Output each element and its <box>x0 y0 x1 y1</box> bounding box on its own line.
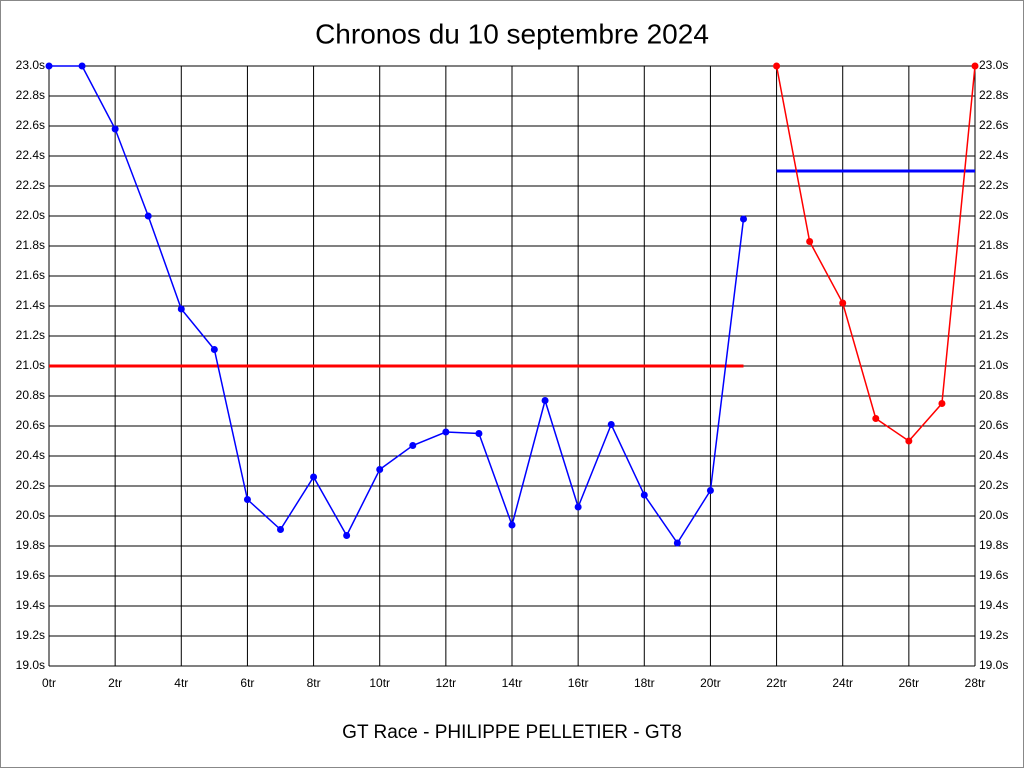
data-point <box>773 62 781 70</box>
y-tick-label: 19.6s <box>16 568 45 582</box>
x-tick-label: 20tr <box>700 676 721 690</box>
y-tick-label: 21.8s <box>16 238 45 252</box>
y-tick-label: 22.0s <box>16 208 45 222</box>
data-point <box>971 62 979 70</box>
x-tick-label: 4tr <box>174 676 188 690</box>
y2-tick-label: 19.8s <box>979 538 1008 552</box>
y2-tick-label: 20.6s <box>979 418 1008 432</box>
data-point <box>839 299 847 307</box>
x-tick-label: 0tr <box>42 676 56 690</box>
data-point <box>111 125 119 133</box>
data-point <box>376 466 384 473</box>
y2-tick-label: 22.0s <box>979 208 1008 222</box>
y2-tick-label: 19.4s <box>979 598 1008 612</box>
data-point <box>508 521 516 529</box>
y-tick-label: 23.0s <box>16 58 45 72</box>
y-tick-label: 22.2s <box>16 178 45 192</box>
data-point <box>541 397 549 404</box>
y-tick-label: 22.8s <box>16 88 45 102</box>
data-point <box>706 487 714 494</box>
x-tick-label: 6tr <box>240 676 254 690</box>
x-tick-label: 18tr <box>634 676 655 690</box>
y2-tick-label: 22.8s <box>979 88 1008 102</box>
y2-tick-label: 21.0s <box>979 358 1008 372</box>
data-point <box>144 212 152 220</box>
y-tick-label: 20.2s <box>16 478 45 492</box>
x-tick-label: 16tr <box>568 676 589 690</box>
y-tick-label: 19.2s <box>16 628 45 642</box>
x-tick-label: 22tr <box>766 676 787 690</box>
y-tick-label: 22.6s <box>16 118 45 132</box>
data-point <box>243 496 251 503</box>
data-point <box>806 238 814 245</box>
chart-title: Chronos du 10 septembre 2024 <box>315 18 709 49</box>
data-point <box>343 532 351 539</box>
x-tick-label: 26tr <box>899 676 920 690</box>
x-tick-label: 28tr <box>965 676 986 690</box>
y2-tick-label: 19.0s <box>979 658 1008 672</box>
y-tick-label: 19.8s <box>16 538 45 552</box>
x-tick-label: 10tr <box>369 676 390 690</box>
y2-tick-label: 20.0s <box>979 508 1008 522</box>
y-tick-label: 21.4s <box>16 298 45 312</box>
y-tick-label: 20.0s <box>16 508 45 522</box>
y-tick-label: 19.0s <box>16 658 45 672</box>
y-tick-label: 21.2s <box>16 328 45 342</box>
y2-tick-label: 21.8s <box>979 238 1008 252</box>
y-tick-label: 19.4s <box>16 598 45 612</box>
y-tick-label: 20.4s <box>16 448 45 462</box>
y-tick-label: 22.4s <box>16 148 45 162</box>
y2-tick-label: 19.2s <box>979 628 1008 642</box>
x-tick-label: 2tr <box>108 676 122 690</box>
x-tick-label: 24tr <box>832 676 853 690</box>
data-point <box>277 526 284 533</box>
x-tick-label: 8tr <box>307 676 321 690</box>
chart-subtitle: GT Race - PHILIPPE PELLETIER - GT8 <box>342 722 682 743</box>
data-point <box>177 305 185 313</box>
data-point <box>78 62 86 70</box>
data-point <box>475 430 483 437</box>
x-tick-label: 12tr <box>436 676 457 690</box>
data-point <box>310 473 318 481</box>
y2-tick-label: 21.6s <box>979 268 1008 282</box>
data-point <box>45 62 53 70</box>
y-tick-label: 20.8s <box>16 388 45 402</box>
data-point <box>905 437 913 445</box>
y2-tick-label: 21.4s <box>979 298 1008 312</box>
data-point <box>409 442 417 449</box>
y-tick-label: 21.0s <box>16 358 45 372</box>
data-point <box>740 215 747 223</box>
y2-tick-label: 21.2s <box>979 328 1008 342</box>
data-point <box>872 415 880 422</box>
data-point <box>640 491 648 499</box>
y2-tick-label: 20.8s <box>979 388 1008 402</box>
data-point <box>574 503 582 511</box>
x-tick-label: 14tr <box>502 676 523 690</box>
data-point <box>673 539 681 547</box>
y2-tick-label: 22.6s <box>979 118 1008 132</box>
y-tick-label: 21.6s <box>16 268 45 282</box>
y2-tick-label: 19.6s <box>979 568 1008 582</box>
series-line <box>49 65 745 545</box>
data-point <box>210 346 218 353</box>
y2-tick-label: 22.2s <box>979 178 1008 192</box>
y2-tick-label: 22.4s <box>979 148 1008 162</box>
data-point <box>607 421 615 428</box>
data-point <box>442 428 450 436</box>
y2-tick-label: 23.0s <box>979 58 1008 72</box>
y2-tick-label: 20.4s <box>979 448 1008 462</box>
y2-tick-label: 20.2s <box>979 478 1008 492</box>
data-point <box>938 400 946 407</box>
y-tick-label: 20.6s <box>16 418 45 432</box>
